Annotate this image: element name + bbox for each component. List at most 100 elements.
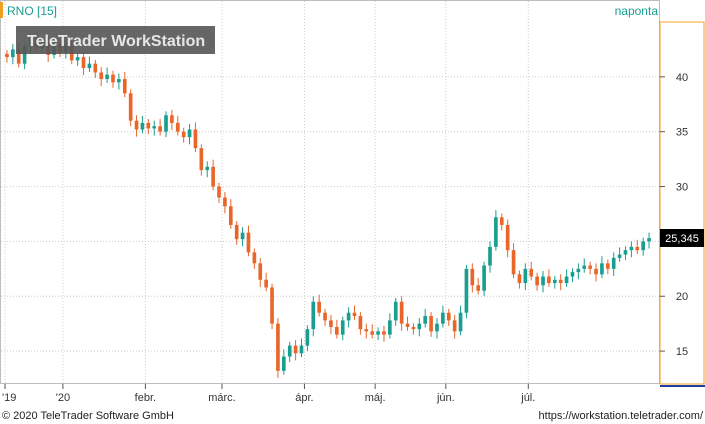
x-tick-label: máj. [365,392,386,404]
candle-body [523,268,528,284]
candle-body [405,323,410,327]
candle-body [547,276,551,284]
candle [228,199,233,229]
candle [323,308,327,326]
x-tick-label: júl. [520,392,535,404]
candle-body [470,268,475,286]
candle-body [517,274,522,284]
candle-body [558,279,563,284]
candle [252,248,257,269]
candle [352,305,357,320]
candle [270,283,274,330]
candle [435,318,439,339]
candle [511,243,516,279]
candle [105,67,109,83]
candle [588,261,592,275]
candle-body [240,232,245,240]
candle-body [382,331,386,335]
candle-body [105,74,109,80]
candle [393,297,398,326]
candle-body [464,268,469,313]
candle [223,192,227,214]
candle [199,144,204,176]
candle [364,323,369,339]
candle [570,268,575,282]
candle-body [352,312,357,316]
candle [446,308,451,326]
candle [258,257,263,287]
interval-label[interactable]: naponta [615,4,659,18]
candle [193,122,198,152]
candle-body [358,315,363,330]
candle-body [411,326,416,330]
candle-body [488,246,492,266]
candle [211,159,215,191]
candle-body [600,263,604,275]
symbol-accent-bar [0,2,3,18]
candle [87,56,92,72]
candle-body [99,72,104,80]
candle-body [293,345,298,354]
candle [175,115,180,136]
candle-body [264,279,268,288]
candle [611,252,616,276]
candle-body [164,115,168,132]
y-tick-label: 35 [676,127,688,139]
candle-body [122,79,127,94]
candle-body [458,312,463,332]
candle [605,259,610,275]
candle [305,325,310,352]
footer-copyright: © 2020 TeleTrader Software GmbH [2,410,174,422]
y-tick-label: 40 [676,72,688,84]
candle-body [494,217,498,247]
x-tick-label: '19 [2,392,16,404]
candle-body [594,268,598,275]
candle-body [276,323,280,371]
candle [647,232,651,249]
footer-bar [0,406,705,424]
candle-body [423,315,428,324]
candle-body [111,74,115,83]
candle [517,270,522,289]
candle-body [299,345,304,354]
candle-body [211,166,215,187]
candle-body [87,63,92,69]
candle-body [317,301,321,313]
candle-body [641,241,645,251]
candle-body [170,115,174,123]
candle [370,324,375,339]
watermark-box [16,26,215,54]
candle [452,314,457,339]
candle [293,340,298,361]
candle [122,71,127,98]
candle-body [175,122,180,132]
candle-body [541,276,545,286]
candle-body [441,312,445,324]
candle [181,127,186,143]
candle-body [11,49,15,58]
candle [494,210,498,251]
candle [488,241,492,273]
candle-body [146,122,151,129]
candle-body [181,131,186,138]
candle-body [128,93,133,121]
candle [441,305,445,328]
candle [281,349,286,375]
candle-body [187,129,192,138]
candle [458,305,463,336]
candle-body [452,320,457,332]
candle [464,264,469,319]
symbol-label: RNO [15] [7,4,57,18]
candle [11,43,15,65]
candle-body [529,268,534,277]
footer-url[interactable]: https://workstation.teletrader.com/ [539,410,704,422]
y-tick-label: 30 [676,182,688,194]
candle [617,247,622,262]
candle-body [258,263,263,280]
candle [382,325,386,342]
candle-body [335,326,339,335]
candle [187,124,192,145]
candle [376,327,380,341]
candle [623,246,628,261]
